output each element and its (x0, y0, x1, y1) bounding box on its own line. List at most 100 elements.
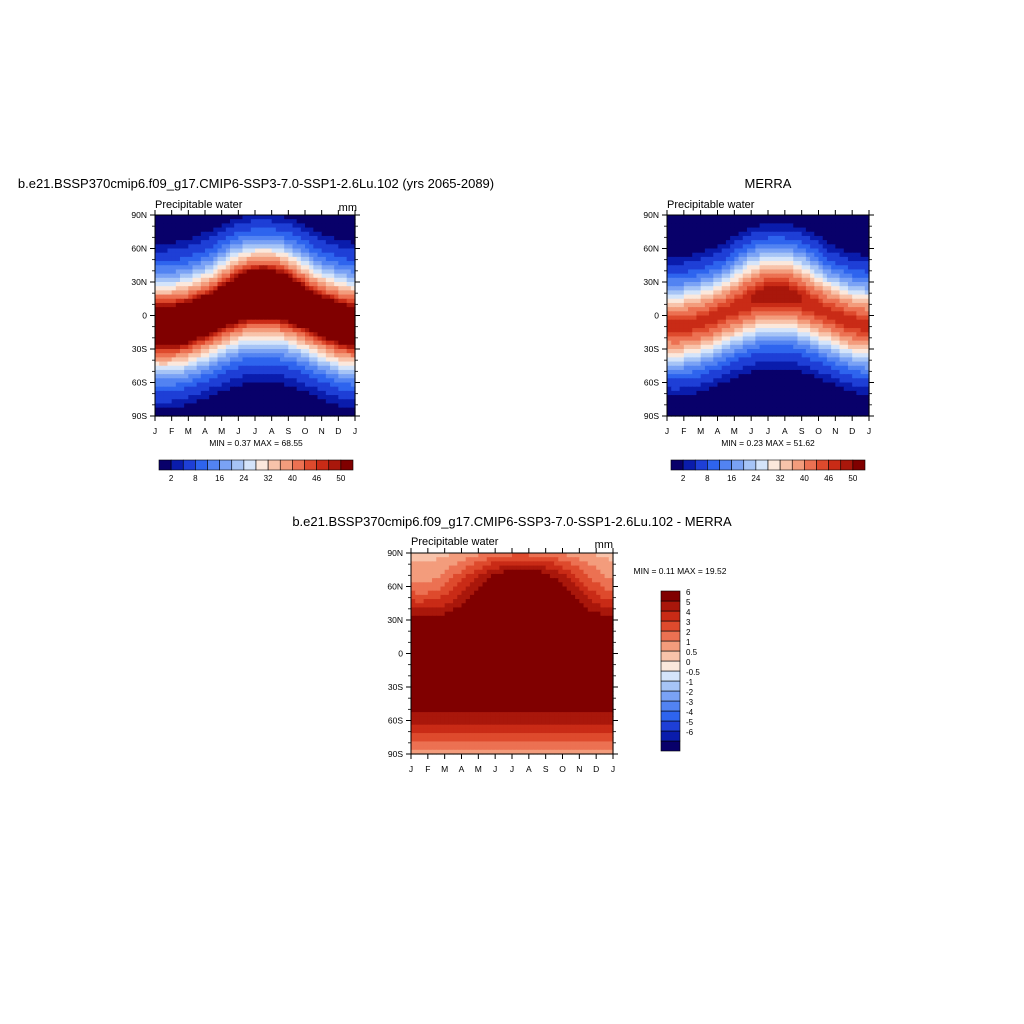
contour-cell (692, 302, 698, 308)
contour-cell (242, 307, 248, 312)
contour-cell (209, 361, 214, 367)
contour-cell (342, 323, 348, 329)
contour-cell (818, 403, 824, 409)
colorbar-swatch (182, 459, 196, 471)
contour-cell (667, 328, 672, 333)
colorbar-label: 24 (239, 474, 248, 483)
contour-cell (713, 290, 719, 296)
contour-cell (171, 273, 177, 279)
contour-cell (217, 395, 223, 400)
contour-cell (338, 215, 344, 220)
contour-cell (688, 282, 693, 287)
contour-cell (217, 315, 223, 321)
contour-cell (155, 315, 160, 321)
contour-cell (263, 344, 269, 350)
contour-cell (801, 307, 807, 312)
contour-cell (503, 557, 509, 562)
contour-cell (700, 311, 706, 317)
contour-cell (755, 244, 761, 250)
contour-cell (725, 256, 731, 262)
contour-cell (469, 557, 475, 562)
contour-cell (255, 357, 260, 363)
contour-cell (839, 294, 845, 300)
contour-cell (801, 340, 807, 346)
contour-cell (768, 252, 773, 258)
contour-cell (330, 282, 335, 287)
contour-cell (759, 353, 765, 358)
contour-cell (309, 311, 314, 317)
contour-cell (700, 282, 706, 287)
contour-cell (250, 240, 256, 245)
contour-cell (797, 357, 803, 363)
contour-cell (330, 215, 335, 220)
contour-cell (444, 565, 450, 571)
contour-cell (709, 361, 714, 367)
contour-cell (839, 340, 845, 346)
contour-cell (768, 277, 773, 283)
contour-cell (755, 248, 761, 254)
contour-cell (671, 319, 677, 325)
contour-cell (826, 298, 832, 304)
contour-cell (296, 361, 302, 367)
contour-cell (784, 294, 790, 300)
contour-cell (230, 219, 235, 224)
contour-cell (225, 353, 231, 358)
contour-cell (259, 319, 264, 325)
contour-cell (822, 386, 828, 392)
contour-cell (688, 315, 693, 321)
contour-cell (275, 349, 281, 354)
contour-cell (234, 248, 239, 254)
contour-cell (188, 282, 194, 287)
contour-cell (159, 294, 164, 300)
contour-cell (545, 557, 551, 562)
contour-cell (271, 349, 277, 354)
contour-cell (742, 215, 748, 220)
contour-cell (818, 369, 824, 375)
contour-cell (217, 219, 223, 224)
contour-cell (688, 286, 693, 291)
contour-cell (826, 374, 832, 379)
contour-cell (700, 307, 706, 312)
contour-cell (205, 336, 210, 342)
contour-cell (238, 323, 244, 329)
contour-cell (238, 252, 244, 258)
contour-cell (860, 290, 866, 296)
contour-cell (696, 403, 702, 409)
contour-cell (826, 344, 832, 350)
contour-cell (667, 378, 672, 384)
contour-cell (696, 265, 702, 271)
contour-cell (725, 302, 731, 308)
contour-cell (784, 298, 790, 304)
contour-cell (772, 223, 778, 229)
contour-cell (263, 311, 269, 317)
contour-cell (221, 227, 227, 233)
contour-cell (342, 361, 348, 367)
contour-cell (180, 227, 185, 233)
contour-cell (342, 374, 348, 379)
contour-cell (184, 311, 189, 317)
contour-cell (789, 290, 794, 296)
contour-cell (180, 361, 185, 367)
contour-cell (763, 219, 769, 224)
contour-cell (725, 386, 731, 392)
contour-cell (696, 248, 702, 254)
contour-cell (205, 353, 210, 358)
contour-cell (675, 382, 681, 388)
contour-cell (847, 256, 853, 262)
contour-cell (810, 311, 815, 317)
contour-cell (772, 261, 778, 266)
contour-cell (196, 219, 202, 224)
contour-cell (704, 244, 710, 250)
contour-cell (730, 403, 735, 409)
contour-cell (822, 357, 828, 363)
contour-cell (267, 382, 273, 388)
contour-cell (259, 328, 264, 333)
contour-cell (704, 215, 710, 220)
contour-cell (238, 240, 244, 245)
contour-cell (801, 286, 807, 291)
contour-cell (330, 290, 335, 296)
contour-cell (864, 311, 870, 317)
contour-cell (814, 357, 820, 363)
contour-cell (738, 248, 744, 254)
contour-cell (524, 561, 530, 567)
